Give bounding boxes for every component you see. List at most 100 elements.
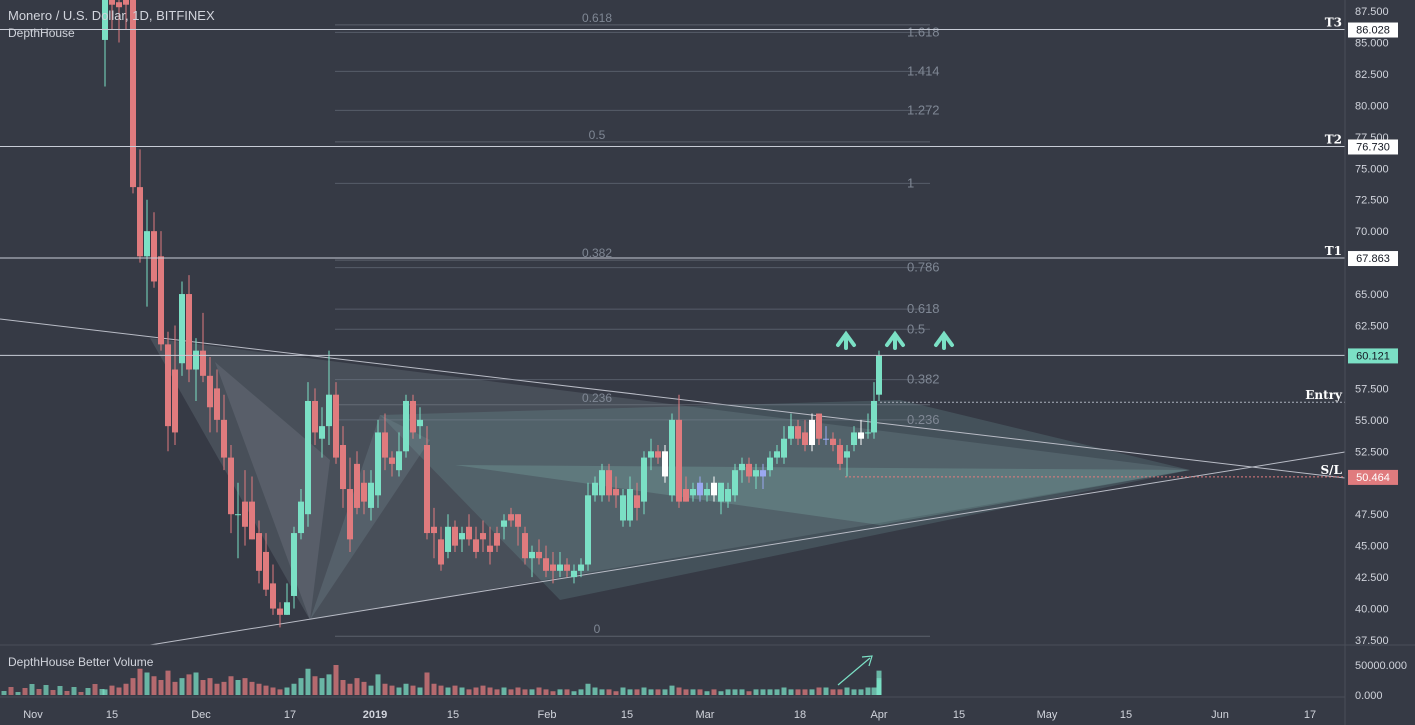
volume-bar (480, 685, 486, 695)
volume-bar (109, 685, 115, 695)
volume-bar (165, 670, 171, 695)
candle (774, 451, 780, 458)
volume-bar (844, 687, 850, 695)
lower-trendline (149, 451, 1346, 646)
volume-bar (452, 685, 458, 695)
candle (389, 457, 395, 464)
time-tick-label: 17 (1304, 709, 1316, 721)
fib-extension-label: 0.5 (907, 321, 925, 336)
candle (333, 394, 339, 458)
candle (116, 2, 122, 8)
candle (809, 419, 815, 446)
volume-bar (459, 687, 465, 695)
volume-bar (207, 678, 213, 695)
volume-bar (871, 687, 877, 695)
volume-bar (662, 689, 668, 695)
volume-bar (130, 678, 136, 695)
volume-bar (725, 689, 731, 695)
volume-bar (270, 687, 276, 695)
candle (480, 533, 486, 540)
volume-bar (221, 681, 227, 695)
volume-bar (102, 689, 108, 695)
volume-bar (557, 689, 563, 695)
price-tick-label: 85.000 (1355, 37, 1389, 49)
candle (424, 445, 430, 534)
candle (655, 451, 661, 458)
volume-bar (99, 689, 105, 695)
volume-bar (732, 689, 738, 695)
candle (438, 539, 444, 565)
volume-bar (501, 687, 507, 695)
volume-bar (858, 689, 864, 695)
volume-bar (256, 683, 262, 695)
candle (417, 419, 423, 427)
candle (823, 438, 829, 440)
volume-bar (837, 689, 843, 695)
volume-bar (78, 692, 84, 695)
fib-extension-label: 0.236 (907, 412, 940, 427)
volume-bar (424, 672, 430, 695)
volume-bar (760, 689, 766, 695)
candle (844, 451, 850, 458)
candle (662, 451, 668, 477)
volume-bar (36, 689, 42, 695)
price-tick-label: 80.000 (1355, 100, 1389, 112)
volume-bar (277, 689, 283, 695)
candle (543, 558, 549, 571)
candle (830, 438, 836, 446)
price-tick-label: 57.500 (1355, 383, 1389, 395)
volume-bar (64, 691, 70, 695)
price-tag (1348, 139, 1398, 155)
price-tick-label: 55.000 (1355, 415, 1389, 427)
candle (648, 451, 654, 458)
level-label: T3 (1325, 16, 1342, 30)
volume-bar (43, 685, 49, 695)
fib-retracement-label: 0.5 (589, 128, 606, 142)
price-tick-label: 82.500 (1355, 69, 1389, 81)
volume-trend-arrow (837, 655, 873, 686)
volume-bar (151, 676, 157, 695)
fib-retracement-label: 0.618 (582, 11, 612, 25)
volume-bar (228, 676, 234, 695)
candle (487, 545, 493, 552)
volume-bar (711, 689, 717, 695)
volume-bar (431, 683, 437, 695)
volume-bar (403, 683, 409, 695)
upper-trendline (0, 318, 1346, 479)
candle (361, 482, 367, 502)
volume-bar (333, 665, 339, 695)
candle (347, 489, 353, 540)
fib-extension-label: 1.414 (907, 63, 940, 78)
time-tick-label: Dec (191, 709, 211, 721)
volume-bar (620, 687, 626, 695)
indicator-label: DepthHouse (8, 26, 75, 40)
fib-extension-label: 0.786 (907, 260, 940, 275)
candle (876, 355, 882, 395)
time-tick-label: Nov (23, 709, 43, 721)
volume-bar (543, 689, 549, 695)
candle (550, 564, 556, 571)
candle (669, 419, 675, 496)
candle (284, 602, 290, 615)
candle (795, 426, 801, 439)
fib-retracement-label: 0.236 (582, 391, 612, 405)
volume-bar (291, 683, 297, 695)
volume-bar (529, 689, 535, 695)
volume-bar (564, 689, 570, 695)
volume-bar (767, 689, 773, 695)
volume-bar (816, 687, 822, 695)
volume-bar (809, 689, 815, 695)
volume-bar (249, 681, 255, 695)
volume-bar (186, 674, 192, 695)
volume-bar (29, 684, 35, 695)
time-tick-label: 2019 (363, 709, 387, 721)
volume-bar (753, 689, 759, 695)
volume-bar (774, 689, 780, 695)
candle (858, 432, 864, 439)
volume-bar (487, 687, 493, 695)
candle (690, 489, 696, 496)
level-label: T1 (1325, 244, 1342, 258)
candle (298, 501, 304, 534)
candle (634, 495, 640, 508)
